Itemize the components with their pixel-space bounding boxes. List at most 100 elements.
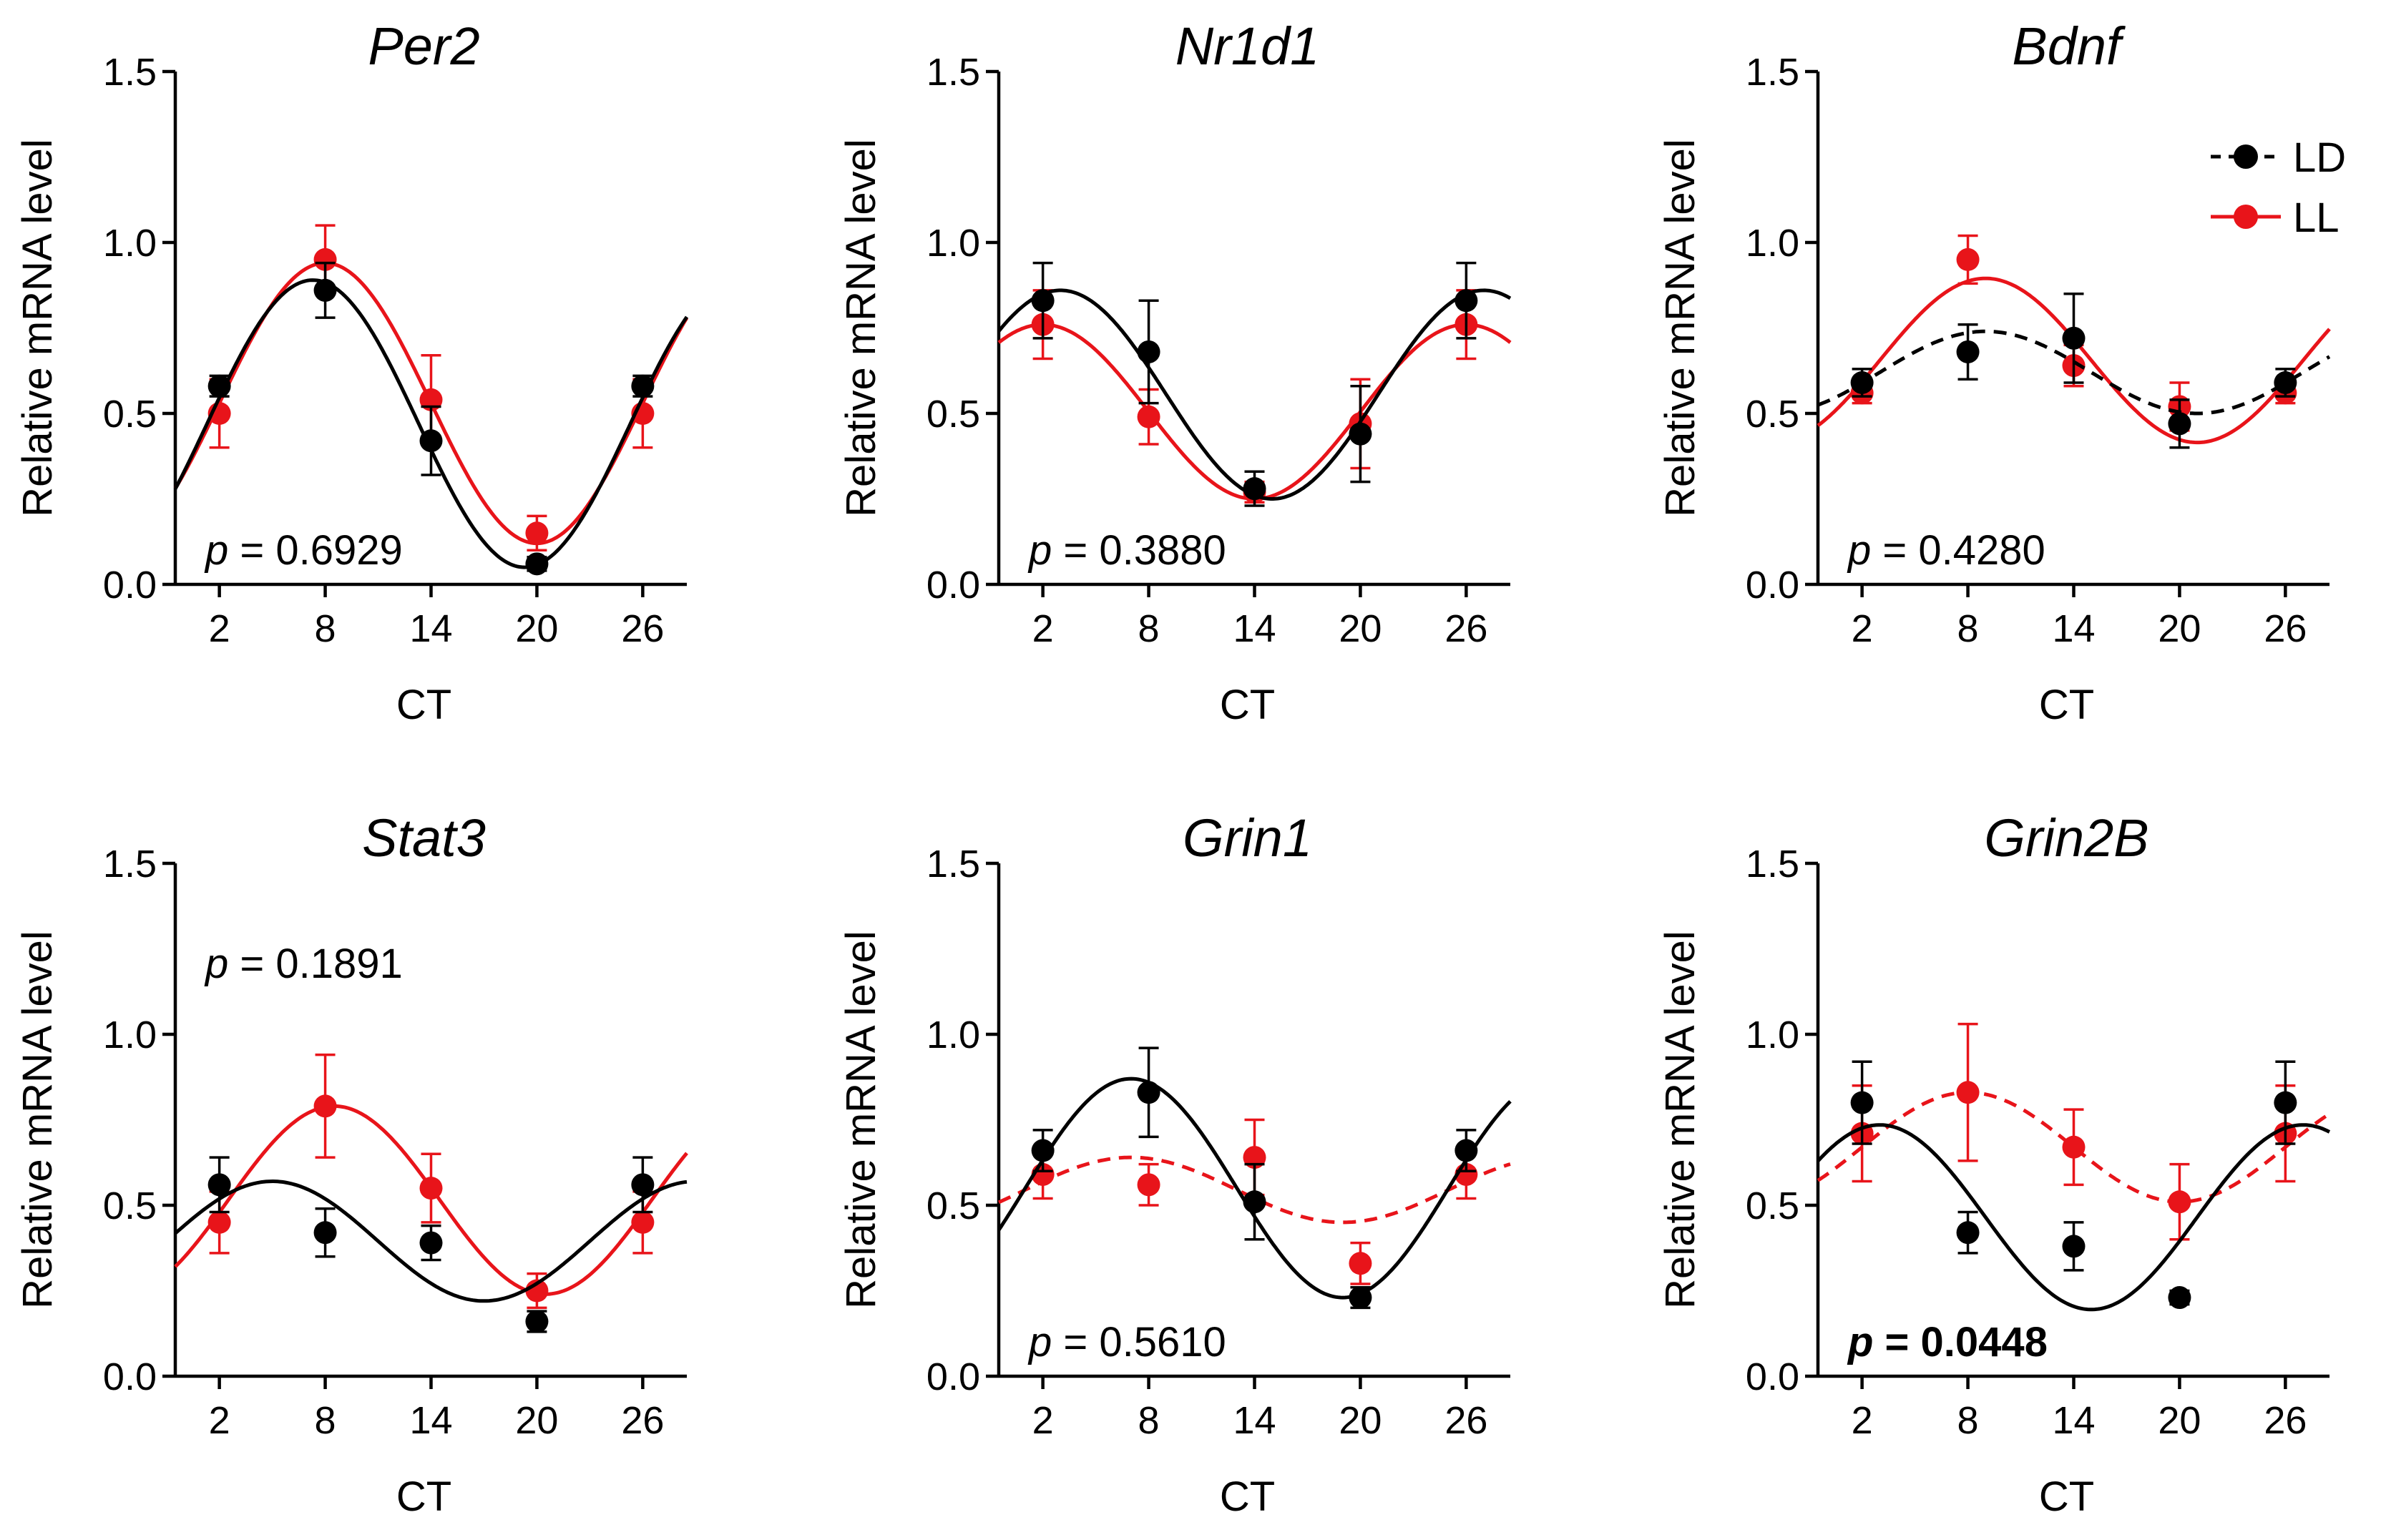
p-equals: = — [1052, 1319, 1099, 1365]
y-tick-label: 1.0 — [103, 1014, 157, 1056]
data-point — [2062, 1235, 2086, 1258]
y-tick-label: 1.5 — [927, 843, 980, 886]
data-point — [2274, 371, 2297, 394]
y-tick-label: 0.5 — [927, 393, 980, 436]
x-tick-label: 14 — [1233, 607, 1276, 650]
data-point — [1850, 371, 1874, 394]
data-point — [631, 374, 655, 398]
p-value: 0.4280 — [1918, 527, 2045, 574]
p-value-annotation: p = 0.6929 — [204, 527, 403, 574]
p-value-annotation: p = 0.3880 — [1027, 527, 1226, 574]
y-tick-label: 1.0 — [1746, 222, 1799, 265]
x-tick-label: 8 — [1957, 1399, 1979, 1442]
data-point — [313, 247, 337, 271]
chart-title: Bdnf — [2012, 16, 2126, 76]
chart-title: Per2 — [368, 16, 479, 76]
x-tick-label: 2 — [1852, 607, 1873, 650]
data-point — [1137, 1081, 1160, 1104]
y-axis-title: Relative mRNA level — [14, 931, 61, 1309]
x-axis-title: CT — [396, 682, 451, 728]
y-tick-label: 1.0 — [927, 222, 980, 265]
y-tick-label: 1.0 — [103, 222, 157, 265]
x-tick-label: 26 — [621, 607, 664, 650]
data-point — [1137, 405, 1160, 428]
p-value: 0.5610 — [1099, 1319, 1226, 1365]
data-point — [525, 552, 549, 576]
x-tick-label: 14 — [2052, 1399, 2095, 1442]
p-equals: = — [228, 941, 275, 987]
p-equals: = — [1052, 527, 1099, 574]
x-tick-label: 2 — [1032, 1399, 1054, 1442]
panel-grin2b: Grin2B 0.0 0.5 1.0 1.5 2 8 14 20 26 CT Relative mRN… — [1657, 808, 2331, 1520]
p-value-annotation: p = 0.0448 — [1847, 1319, 2048, 1365]
x-tick-label: 20 — [515, 1399, 558, 1442]
p-symbol: p — [204, 527, 228, 574]
x-tick-label: 20 — [515, 607, 558, 650]
y-axis-title: Relative mRNA level — [1657, 931, 1703, 1309]
fit-curve-ld — [174, 1179, 688, 1303]
series-ld — [1850, 1060, 2297, 1310]
data-point — [419, 1177, 443, 1200]
data-point — [2168, 1286, 2191, 1310]
y-tick-label: 1.0 — [1746, 1014, 1799, 1056]
y-tick-label: 0.5 — [103, 1185, 157, 1227]
x-axis-title: CT — [2039, 1473, 2094, 1520]
data-point — [1243, 1190, 1266, 1214]
x-tick-label: 2 — [209, 607, 230, 650]
panel-stat3: Stat3 0.0 0.5 1.0 1.5 2 8 14 20 26 CT Relative mRNA… — [14, 808, 688, 1520]
y-tick-label: 0.5 — [103, 393, 157, 436]
chart-title: Stat3 — [362, 808, 486, 868]
x-tick-label: 14 — [1233, 1399, 1276, 1442]
x-tick-label: 14 — [409, 1399, 452, 1442]
data-point — [2062, 1135, 2086, 1159]
y-tick-label: 1.5 — [103, 51, 157, 94]
data-point — [1454, 289, 1478, 313]
x-tick-label: 2 — [1032, 607, 1054, 650]
data-point — [1031, 1139, 1055, 1162]
y-tick-label: 0.0 — [1746, 564, 1799, 607]
data-point — [1031, 289, 1055, 313]
x-tick-label: 8 — [1957, 607, 1979, 650]
series-ll — [207, 224, 655, 551]
x-tick-label: 26 — [2264, 607, 2307, 650]
data-point — [1137, 1173, 1160, 1197]
y-tick-label: 0.5 — [1746, 1185, 1799, 1227]
y-tick-label: 1.5 — [1746, 51, 1799, 94]
x-axis-title: CT — [396, 1473, 451, 1520]
data-point — [1349, 1286, 1372, 1310]
x-tick-label: 8 — [315, 1399, 336, 1442]
data-point — [1956, 1221, 1980, 1245]
y-tick-label: 0.0 — [927, 1355, 980, 1398]
fit-curve-ld — [1817, 1123, 2331, 1312]
series-ld — [207, 261, 655, 576]
legend: LD LL — [2211, 134, 2346, 241]
p-value: 0.1891 — [275, 941, 402, 987]
chart-title: Nr1d1 — [1175, 16, 1320, 76]
data-point — [525, 521, 549, 545]
data-point — [313, 1094, 337, 1118]
p-equals: = — [1873, 1319, 1920, 1365]
data-point — [1956, 247, 1980, 271]
y-tick-label: 0.5 — [1746, 393, 1799, 436]
y-axis-title: Relative mRNA level — [838, 931, 884, 1309]
data-point — [631, 1173, 655, 1197]
series-ld — [1850, 292, 2297, 449]
y-tick-label: 1.0 — [927, 1014, 980, 1056]
legend-ld-label: LD — [2293, 134, 2346, 181]
data-point — [525, 1310, 549, 1333]
p-value: 0.6929 — [275, 527, 402, 574]
data-point — [2274, 1091, 2297, 1114]
x-tick-label: 20 — [2158, 1399, 2201, 1442]
data-point — [419, 1231, 443, 1255]
p-symbol: p — [204, 941, 228, 987]
y-tick-label: 1.5 — [927, 51, 980, 94]
x-tick-label: 2 — [1852, 1399, 1873, 1442]
data-point — [1243, 477, 1266, 501]
data-point — [1956, 1081, 1980, 1104]
y-tick-label: 1.5 — [103, 843, 157, 886]
data-point — [313, 278, 337, 302]
p-value: 0.3880 — [1099, 527, 1226, 574]
x-tick-label: 26 — [1444, 607, 1487, 650]
data-point — [2168, 412, 2191, 436]
